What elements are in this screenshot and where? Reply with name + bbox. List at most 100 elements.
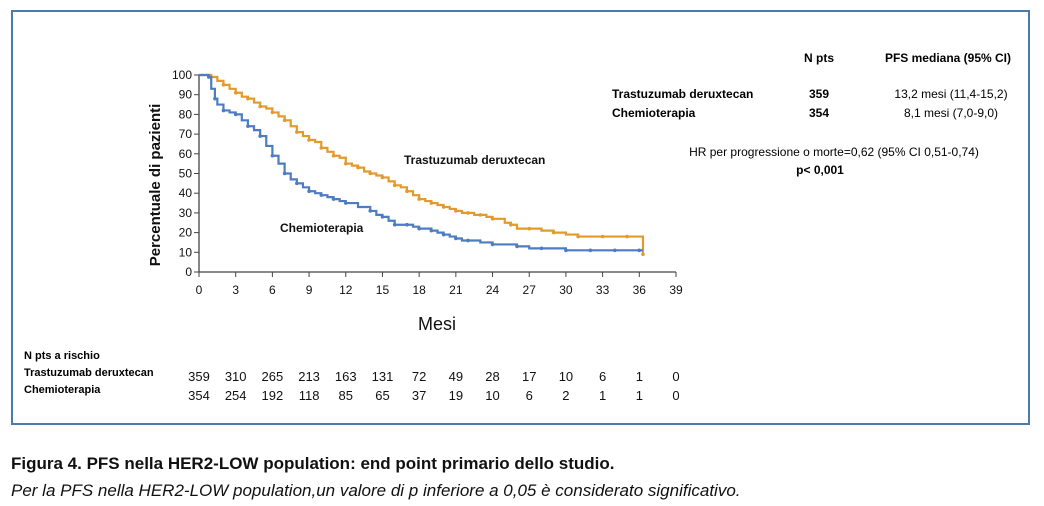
x-tick-label: 36 <box>633 283 647 297</box>
y-tick-label: 0 <box>185 265 192 279</box>
at-risk-value: 131 <box>372 369 394 384</box>
at-risk-value: 192 <box>262 388 284 403</box>
at-risk-value: 118 <box>299 388 320 403</box>
y-tick-label: 30 <box>179 206 193 220</box>
censor-mark <box>206 75 211 79</box>
hazard-ratio: HR per progressione o morte=0,62 (95% CI… <box>689 145 979 159</box>
x-tick-label: 12 <box>339 283 353 297</box>
x-tick-label: 24 <box>486 283 500 297</box>
censor-mark <box>343 161 348 166</box>
summary-header-n: N pts <box>804 51 834 65</box>
censor-mark <box>319 193 324 197</box>
annotation-trastuzumab: Trastuzumab deruxtecan <box>404 153 545 167</box>
at-risk-value: 65 <box>375 388 389 403</box>
x-tick-label: 6 <box>269 283 276 297</box>
censor-mark <box>564 248 568 253</box>
censor-mark <box>307 138 311 142</box>
censor-mark <box>282 171 287 176</box>
censor-mark <box>270 110 275 115</box>
censor-mark <box>417 226 421 231</box>
censor-mark <box>637 248 642 253</box>
censor-mark <box>258 134 262 138</box>
figure-caption-note: Per la PFS nella HER2-LOW population,un … <box>11 481 741 500</box>
at-risk-value: 359 <box>188 369 210 384</box>
censor-mark <box>441 205 446 209</box>
y-axis-title: Percentuale di pazienti <box>147 104 164 267</box>
y-tick-label: 50 <box>179 167 193 181</box>
censor-mark <box>429 201 434 205</box>
censor-mark <box>221 108 226 113</box>
censor-mark <box>441 232 446 237</box>
summary-row-pfs: 13,2 mesi (11,4-15,2) <box>894 87 1007 101</box>
censor-mark <box>368 171 373 176</box>
summary-row-label: Chemioterapia <box>612 106 696 120</box>
at-risk-value: 1 <box>599 388 606 403</box>
censor-mark <box>613 248 617 253</box>
x-tick-label: 15 <box>376 283 390 297</box>
censor-mark <box>490 242 495 247</box>
censor-mark <box>588 248 593 253</box>
at-risk-value: 28 <box>485 369 499 384</box>
at-risk-row-label: Trastuzumab deruxtecan <box>24 367 154 379</box>
y-tick-label: 70 <box>179 127 193 141</box>
censor-mark <box>331 153 336 158</box>
censor-mark <box>392 183 397 188</box>
chart-axes: 0 3 6 9 12 15 18 21 24 27 30 33 36 390102030405060708… <box>172 68 683 297</box>
at-risk-value: 213 <box>298 369 320 384</box>
x-tick-label: 18 <box>412 283 426 297</box>
censor-mark <box>282 118 287 123</box>
censor-mark <box>641 252 645 257</box>
y-tick-label: 20 <box>179 226 193 240</box>
at-risk-value: 254 <box>225 388 247 403</box>
at-risk-value: 265 <box>262 369 284 384</box>
summary-table: N pts PFS mediana (95% CI) Trastuzumab d… <box>612 51 1011 177</box>
at-risk-row-label: Chemioterapia <box>24 384 101 396</box>
at-risk-value: 0 <box>672 388 679 403</box>
at-risk-value: 6 <box>526 388 533 403</box>
annotation-chemioterapia: Chemioterapia <box>280 221 364 235</box>
censor-mark <box>343 201 348 205</box>
censor-mark <box>319 146 324 150</box>
censor-mark <box>600 234 605 239</box>
at-risk-value: 354 <box>188 388 210 403</box>
chart-curves <box>199 73 645 257</box>
censor-mark <box>466 211 470 215</box>
x-tick-label: 27 <box>523 283 537 297</box>
at-risk-value: 0 <box>672 369 679 384</box>
censor-mark <box>246 124 250 129</box>
y-tick-label: 40 <box>179 186 193 200</box>
at-risk-value: 310 <box>225 369 247 384</box>
at-risk-value: 1 <box>636 388 643 403</box>
series-line-chemioterapia <box>199 73 643 252</box>
censor-mark <box>356 165 360 170</box>
series-line-trastuzumab <box>199 73 645 255</box>
censor-mark <box>429 228 434 233</box>
censor-mark <box>270 153 275 158</box>
figure-caption-title: Figura 4. PFS nella HER2-LOW population:… <box>11 454 615 473</box>
at-risk-value: 10 <box>559 369 573 384</box>
censor-mark <box>466 238 470 243</box>
at-risk-value: 19 <box>449 388 463 403</box>
at-risk-value: 163 <box>335 369 357 384</box>
censor-mark <box>490 217 495 221</box>
y-tick-label: 100 <box>172 68 192 82</box>
censor-mark <box>509 222 513 227</box>
censor-mark <box>515 244 519 249</box>
summary-header-pfs: PFS mediana (95% CI) <box>885 51 1011 65</box>
censor-mark <box>454 209 458 213</box>
censor-mark <box>380 175 385 180</box>
censor-mark <box>405 189 409 194</box>
at-risk-value: 10 <box>485 388 499 403</box>
summary-row-n: 359 <box>809 87 829 101</box>
censor-mark <box>478 213 483 217</box>
x-tick-label: 30 <box>559 283 573 297</box>
summary-row-pfs: 8,1 mesi (7,0-9,0) <box>904 106 998 120</box>
at-risk-value: 72 <box>412 369 426 384</box>
censor-mark <box>551 230 556 235</box>
y-tick-label: 60 <box>179 147 193 161</box>
x-tick-label: 3 <box>232 283 239 297</box>
censor-mark <box>625 234 629 239</box>
at-risk-value: 6 <box>599 369 606 384</box>
at-risk-value: 2 <box>562 388 569 403</box>
